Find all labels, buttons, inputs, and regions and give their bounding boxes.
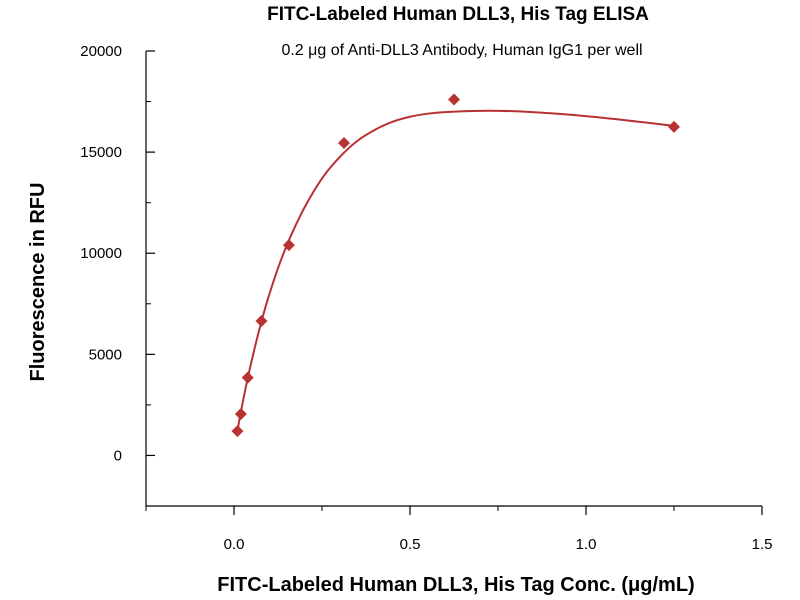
y-axis-title: Fluorescence in RFU	[27, 183, 49, 382]
data-point	[282, 239, 295, 252]
y-axis-ticks: 0 5000 10000 15000 20000	[80, 43, 155, 507]
x-axis-ticks: 0.0 0.5 1.0 1.5	[145, 506, 773, 553]
y-tick-label: 15000	[80, 144, 122, 161]
data-point	[255, 314, 268, 327]
data-point	[241, 371, 254, 384]
x-tick-label: 1.5	[752, 536, 773, 553]
y-tick-label: 0	[114, 447, 122, 464]
axes	[145, 51, 762, 507]
x-axis-title: FITC-Labeled Human DLL3, His Tag Conc. (…	[217, 574, 694, 596]
x-tick-label: 1.0	[576, 536, 597, 553]
data-point	[338, 137, 350, 150]
y-tick-label: 5000	[89, 346, 122, 363]
chart-title: FITC-Labeled Human DLL3, His Tag ELISA	[267, 4, 649, 25]
y-tick-label: 10000	[80, 245, 122, 262]
data-point	[234, 407, 247, 420]
fit-curve	[236, 109, 675, 432]
x-tick-label: 0.0	[224, 536, 245, 553]
data-point	[231, 425, 244, 438]
chart-subtitle: 0.2 μg of Anti-DLL3 Antibody, Human IgG1…	[281, 42, 642, 59]
data-point	[668, 120, 680, 133]
data-point	[448, 93, 460, 106]
data-points	[231, 93, 680, 438]
y-tick-label: 20000	[80, 43, 122, 60]
x-tick-label: 0.5	[400, 536, 421, 553]
